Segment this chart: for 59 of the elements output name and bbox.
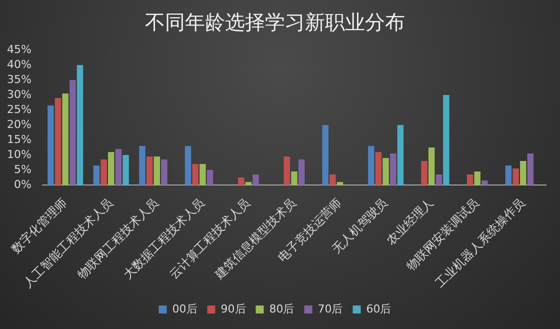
y-tick-label: 30% — [6, 88, 32, 101]
bar — [512, 168, 519, 185]
legend-label: 70后 — [318, 302, 343, 316]
bar — [200, 164, 206, 185]
y-tick-label: 40% — [6, 58, 32, 71]
y-tick-label: 25% — [6, 102, 32, 116]
bar — [206, 170, 214, 185]
legend-label: 80后 — [269, 302, 294, 316]
bar — [76, 64, 84, 185]
bar — [466, 174, 474, 185]
bar — [298, 159, 305, 185]
bar — [336, 182, 344, 185]
bar — [428, 147, 435, 185]
bar — [443, 94, 450, 185]
bar — [62, 93, 68, 185]
bar — [482, 180, 488, 185]
bar — [146, 156, 153, 185]
y-tick-label: 10% — [6, 148, 32, 161]
bar — [421, 160, 428, 185]
bar — [108, 152, 114, 185]
bar — [252, 174, 259, 185]
y-tick-label: 45% — [6, 42, 32, 56]
bar — [322, 124, 328, 185]
bar — [161, 159, 168, 185]
chart-title: 不同年龄选择学习新职业分布 — [145, 10, 405, 34]
bar — [527, 153, 534, 185]
bar — [122, 154, 129, 185]
bar — [238, 177, 244, 185]
bar — [330, 174, 336, 185]
bar — [115, 148, 122, 185]
y-tick-label: 0% — [14, 178, 32, 191]
bar — [375, 152, 382, 185]
bar — [154, 156, 160, 185]
legend-label: 00后 — [172, 302, 198, 316]
bar — [93, 165, 100, 185]
bar — [397, 124, 404, 185]
bar — [184, 146, 192, 185]
bar — [48, 105, 54, 185]
bar — [390, 153, 396, 185]
bar — [245, 182, 252, 185]
legend-label: 60后 — [366, 302, 392, 316]
y-tick-label: 20% — [6, 118, 32, 131]
y-tick-label: 5% — [14, 162, 32, 176]
y-tick-label: 35% — [6, 72, 32, 86]
y-tick-label: 15% — [6, 132, 32, 146]
bar — [284, 156, 290, 185]
bar — [520, 160, 526, 185]
bar — [436, 174, 442, 185]
bar — [368, 146, 374, 185]
legend-label: 90后 — [220, 302, 246, 316]
bar — [54, 98, 62, 185]
bar — [505, 165, 512, 185]
bar — [100, 159, 107, 185]
bar — [291, 171, 298, 185]
bar — [382, 158, 389, 185]
bar — [139, 146, 146, 185]
bar — [474, 171, 480, 185]
bar — [70, 80, 76, 185]
bar — [192, 164, 198, 185]
